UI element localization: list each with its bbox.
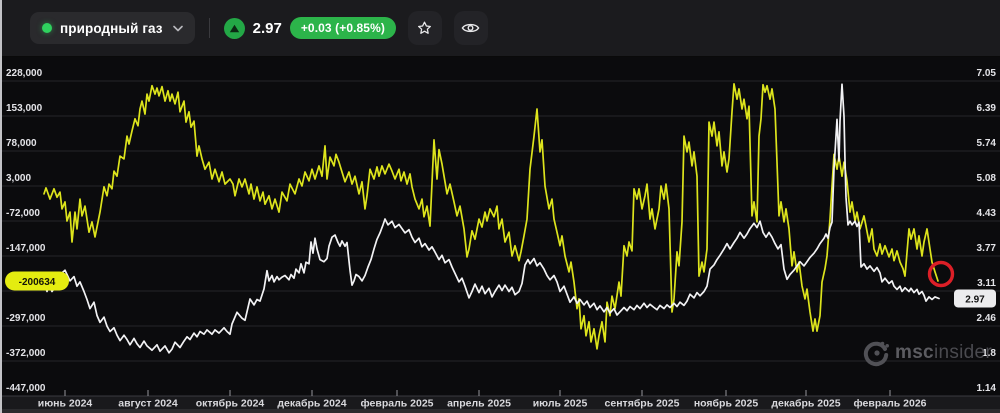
last-price: 2.97 [253,20,282,37]
x-axis-label: февраль 2026 [854,398,927,410]
header-divider [209,18,210,38]
left-axis-tick: 228,000 [6,68,43,79]
yellow-value-badge-text: -200634 [19,277,56,288]
watch-button[interactable] [454,11,488,45]
right-axis-tick: 5.08 [977,173,997,184]
quote-block: 2.97 +0.03 (+0.85%) [224,17,396,39]
left-axis-tick: -447,000 [6,383,46,394]
chart-header: природный газ 2.97 +0.03 (+0.85%) [2,0,1000,57]
x-axis-label: ноябрь 2025 [694,398,759,410]
right-axis-tick: 2.46 [977,313,997,324]
instrument-name: природный газ [60,21,163,36]
eye-icon [461,21,480,35]
favorite-button[interactable] [408,11,442,45]
price-chart[interactable]: 228,000 153,000 78,000 3,000 -72,000 -147,000… [2,0,1000,413]
right-axis-tick: 6.39 [977,103,997,114]
right-axis-tick: 1.8 [982,348,996,359]
highlight-circle-annotation [930,263,953,286]
right-axis-tick: 1.14 [977,383,997,394]
left-axis-tick: -72,000 [6,208,40,219]
x-axis-label: июнь 2024 [38,398,93,410]
x-axis-label: август 2024 [118,398,178,410]
x-axis-label: октябрь 2024 [196,398,265,410]
series-price-white [44,84,939,353]
instrument-selector[interactable]: природный газ [30,12,195,44]
x-axis-label: июль 2025 [533,398,588,410]
left-axis-tick: 153,000 [6,103,43,114]
bottom-edge-strip [2,409,1000,413]
right-axis-tick: 7.05 [977,68,997,79]
star-icon [416,20,433,37]
x-axis-label: декабрь 2025 [771,398,840,410]
x-axis-label: декабрь 2024 [277,398,346,410]
left-axis-tick: -297,000 [6,313,46,324]
left-axis-tick: -372,000 [6,348,46,359]
right-axis-tick: 3.77 [977,243,997,254]
white-price-badge-text: 2.97 [965,294,985,305]
series-indicator-yellow [44,84,938,349]
x-axis-label: апрель 2025 [447,398,511,410]
price-change-badge: +0.03 (+0.85%) [290,17,396,39]
right-axis-tick: 4.43 [977,208,997,219]
right-axis-tick: 5.74 [977,138,997,149]
instrument-status-dot [42,23,52,33]
left-axis-tick: 3,000 [6,173,31,184]
x-axis-label: сентябрь 2025 [605,398,680,410]
x-axis-label: февраль 2025 [361,398,434,410]
price-up-icon [224,18,245,39]
right-axis-tick: 3.11 [977,278,996,289]
left-axis-tick: 78,000 [6,138,37,149]
left-axis-tick: -147,000 [6,243,46,254]
chevron-down-icon [173,25,183,32]
trading-chart-window: 228,000 153,000 78,000 3,000 -72,000 -147,000… [0,0,1000,413]
